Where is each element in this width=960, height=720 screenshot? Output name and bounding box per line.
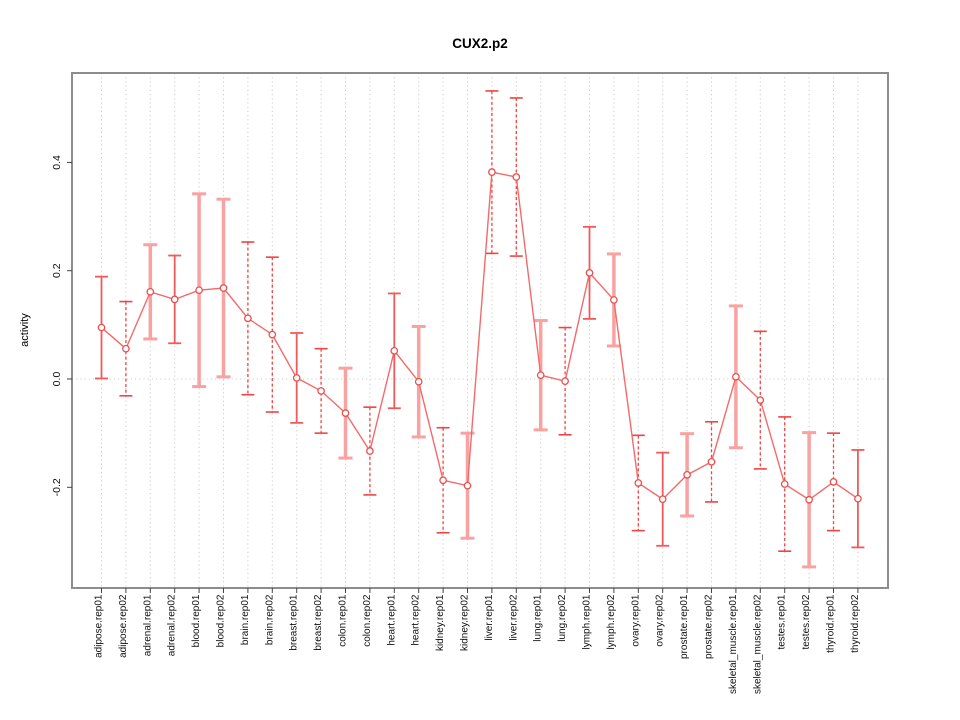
x-tick-label: testes.rep01 <box>777 594 788 649</box>
x-tick-label: lymph.rep02 <box>606 594 617 649</box>
error-bar <box>631 434 645 532</box>
data-point-marker <box>195 286 203 295</box>
data-point-marker <box>854 494 862 503</box>
data-point-marker <box>829 478 838 486</box>
data-point-marker <box>780 480 789 488</box>
x-tick-label: skeletal_muscle.rep01 <box>728 594 739 694</box>
x-tick-label: colon.rep01 <box>338 594 349 647</box>
error-bar <box>827 432 840 532</box>
x-tick-label: adrenal.rep02 <box>167 594 178 656</box>
x-tick-label: liver.rep01 <box>484 594 495 641</box>
x-tick-label: brain.rep02 <box>264 594 275 645</box>
data-point-marker <box>219 284 228 292</box>
data-point-marker <box>536 371 545 380</box>
y-axis-title: activity <box>19 313 31 347</box>
y-tick-label: 0.0 <box>51 372 63 387</box>
x-tick-label: brain.rep01 <box>240 594 251 645</box>
x-tick-label: colon.rep02 <box>362 594 373 647</box>
error-bar <box>119 300 133 397</box>
data-point-marker <box>512 173 521 181</box>
x-tick-label: blood.rep01 <box>191 594 202 647</box>
x-tick-label: adipose.rep02 <box>118 594 129 658</box>
x-tick-label: ovary.rep02 <box>655 594 666 647</box>
y-tick-label: -0.2 <box>51 478 63 496</box>
data-point-marker <box>756 396 765 404</box>
error-bar <box>558 326 572 436</box>
data-point-marker <box>805 495 813 504</box>
data-point-marker <box>463 481 472 490</box>
x-tick-label: breast.rep01 <box>289 594 300 651</box>
y-tick-label: 0.2 <box>51 263 63 278</box>
data-point-marker <box>317 387 325 395</box>
data-point-marker <box>390 346 399 355</box>
error-bar <box>314 347 328 434</box>
data-point-marker <box>488 168 496 176</box>
data-point-marker <box>439 476 447 485</box>
error-bar <box>485 90 499 255</box>
plot-border <box>71 72 889 589</box>
data-point-marker <box>146 287 155 296</box>
data-point-marker <box>585 269 594 277</box>
data-point-marker <box>658 495 667 504</box>
data-point-marker <box>683 470 691 479</box>
data-point-marker <box>561 377 569 386</box>
x-tick-label: kidney.rep02 <box>460 594 471 651</box>
data-point-marker <box>341 409 350 417</box>
y-tick-label: 0.4 <box>51 155 63 170</box>
x-tick-label: lung.rep02 <box>557 594 568 642</box>
x-tick-label: ovary.rep01 <box>630 594 641 647</box>
x-tick-label: prostate.rep01 <box>679 594 690 659</box>
data-point-marker <box>414 377 423 386</box>
data-point-marker <box>97 323 106 332</box>
x-tick-label: blood.rep02 <box>216 594 227 647</box>
data-point-marker <box>292 374 301 382</box>
x-tick-label: breast.rep02 <box>313 594 324 651</box>
data-point-marker <box>268 330 277 339</box>
data-point-marker <box>366 447 374 455</box>
error-bar <box>241 241 255 396</box>
data-point-marker <box>732 372 740 381</box>
x-tick-label: thyroid.rep02 <box>850 594 861 653</box>
error-bar <box>436 426 450 534</box>
data-point-marker <box>634 479 643 487</box>
data-point-marker <box>707 457 716 466</box>
x-tick-label: prostate.rep02 <box>704 594 715 659</box>
series-line <box>101 171 859 501</box>
chart-title: CUX2.p2 <box>452 36 508 51</box>
error-bar <box>363 406 377 496</box>
x-tick-label: skeletal_muscle.rep02 <box>752 594 763 694</box>
data-point-marker <box>610 296 618 304</box>
x-tick-label: thyroid.rep01 <box>826 594 837 653</box>
x-tick-label: kidney.rep01 <box>435 594 446 651</box>
x-tick-label: adipose.rep01 <box>94 594 105 658</box>
x-tick-label: testes.rep02 <box>801 594 812 649</box>
data-point-marker <box>244 314 252 323</box>
x-tick-label: heart.rep02 <box>411 594 422 646</box>
data-point-marker <box>170 295 179 304</box>
x-tick-label: lung.rep01 <box>533 594 544 642</box>
x-tick-label: heart.rep01 <box>386 594 397 646</box>
x-tick-label: liver.rep02 <box>508 594 519 641</box>
data-point-marker <box>122 344 130 353</box>
x-tick-label: adrenal.rep01 <box>142 594 153 656</box>
x-tick-label: lymph.rep01 <box>582 594 593 649</box>
